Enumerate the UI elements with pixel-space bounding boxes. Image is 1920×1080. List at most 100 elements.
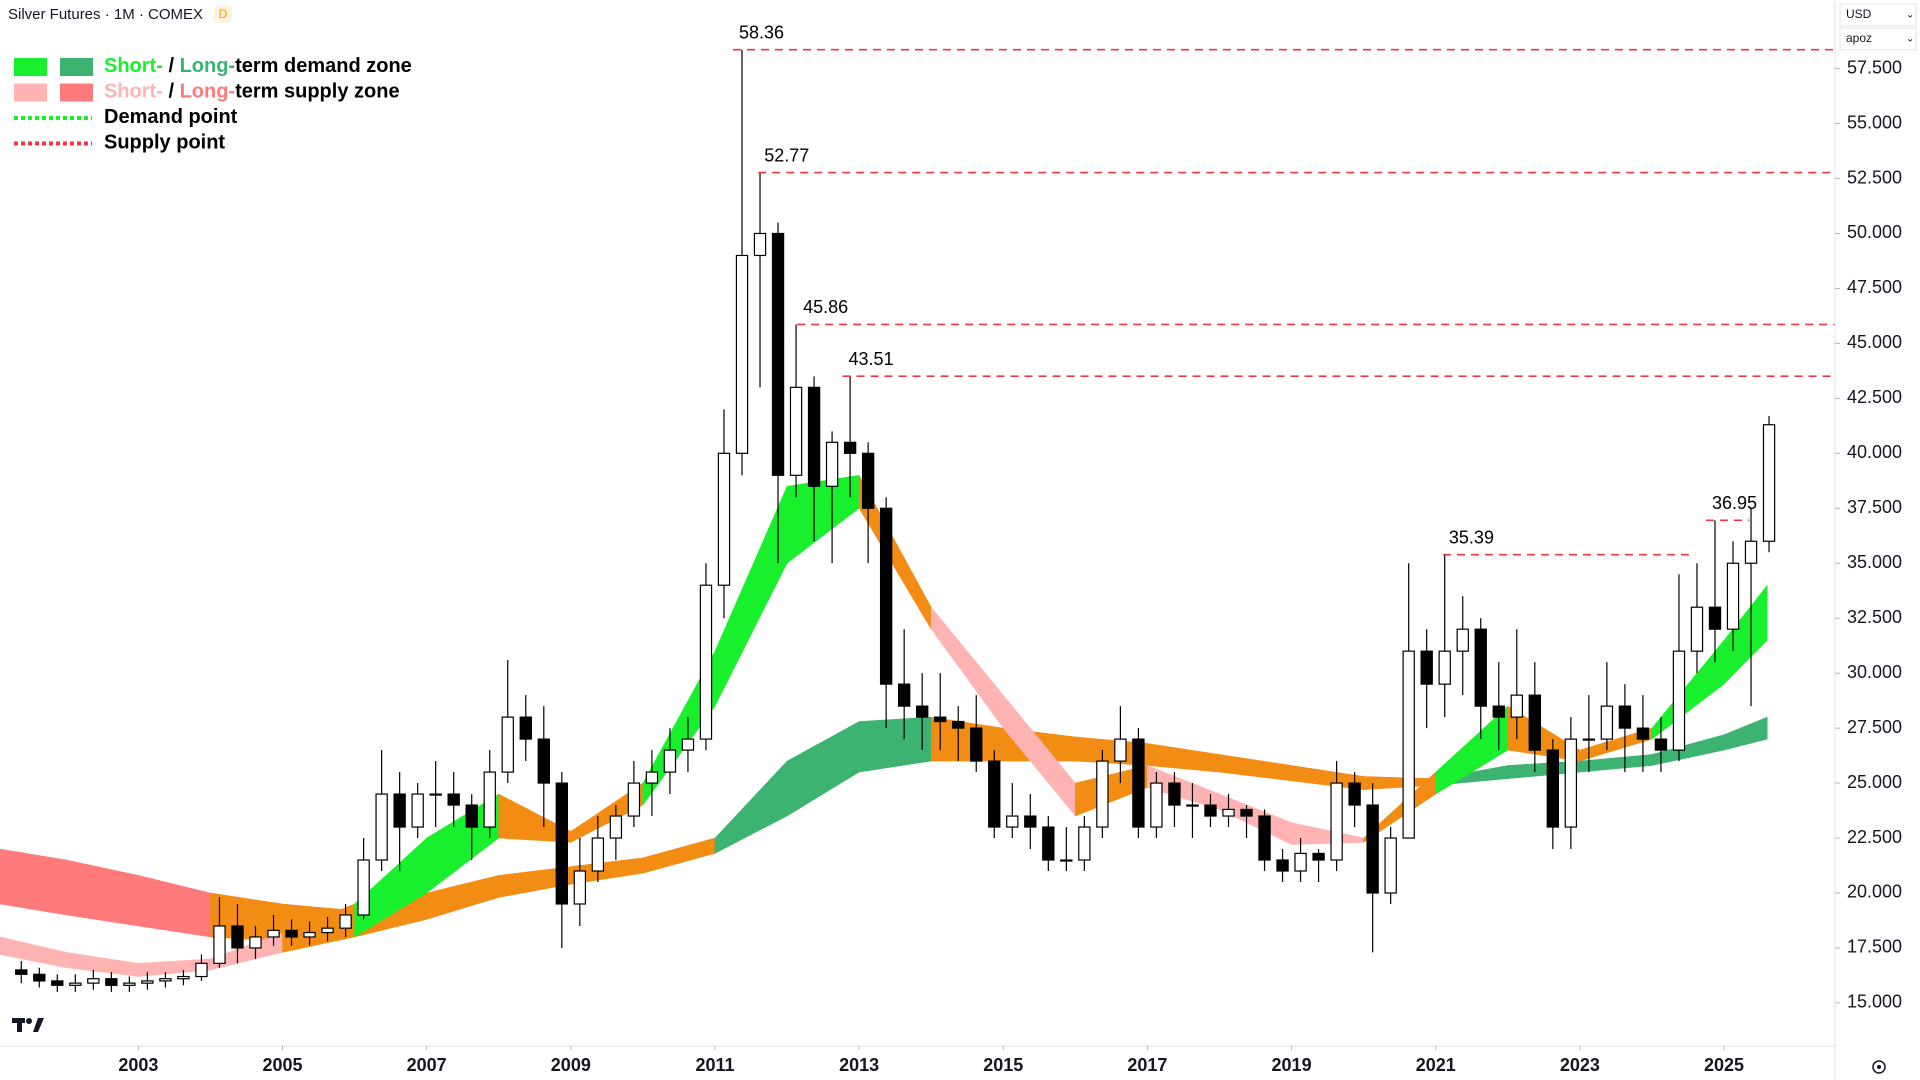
candle-body: [105, 978, 118, 986]
candle-body: [1762, 424, 1776, 542]
candle-body: [1348, 782, 1361, 806]
candle-body: [934, 716, 947, 723]
candle-body: [1384, 837, 1397, 894]
candle-body: [1600, 705, 1614, 740]
candle-body: [879, 507, 893, 685]
supply-label: 43.51: [849, 349, 894, 369]
candle-body: [627, 782, 641, 817]
candle-body: [465, 804, 478, 828]
legend-text-part: Short-: [104, 55, 163, 77]
candle-body: [1042, 826, 1055, 861]
candle-body: [1168, 782, 1181, 806]
currency-box[interactable]: [1839, 3, 1917, 27]
candle-body: [375, 793, 388, 861]
x-tick-label: 2023: [1560, 1055, 1600, 1075]
candle-body: [897, 683, 911, 707]
zone-segment: [1723, 716, 1768, 751]
legend-label: Demand point: [104, 106, 238, 128]
candle-body: [861, 452, 875, 509]
candle-body: [231, 925, 244, 949]
candle-body: [1672, 650, 1686, 751]
unit[interactable]: apoz: [1846, 31, 1872, 45]
candle-body: [645, 771, 659, 784]
supply-label: 45.86: [803, 297, 848, 317]
y-tick-label: 57.500: [1847, 57, 1902, 77]
settings-icon[interactable]: [1872, 1060, 1886, 1074]
y-tick-label: 32.500: [1847, 607, 1902, 627]
settings-dot: [1877, 1065, 1881, 1069]
x-tick-label: 2025: [1704, 1055, 1744, 1075]
y-tick-label: 47.500: [1847, 277, 1902, 297]
candle-body: [915, 705, 929, 718]
candle-body: [825, 441, 839, 487]
candle-body: [1528, 694, 1541, 751]
legend-swatch: [14, 58, 47, 76]
badge: D: [219, 7, 228, 21]
candle-body: [303, 931, 316, 938]
candle-body: [15, 969, 28, 975]
candle-body: [123, 982, 136, 986]
candle-body: [573, 870, 587, 905]
candle-body: [285, 929, 298, 938]
candle-body: [1204, 804, 1217, 817]
y-tick-label: 40.000: [1847, 442, 1902, 462]
candle-body: [735, 254, 749, 454]
legend-label: Short- / Long-term demand zone: [104, 55, 412, 77]
candle-body: [1312, 852, 1325, 861]
candle-body: [970, 727, 983, 762]
y-tick-label: 42.500: [1847, 387, 1902, 407]
legend-text-part: Long-: [180, 55, 236, 77]
candle-body: [1564, 738, 1578, 828]
candle-body: [1024, 815, 1037, 828]
candle-body: [141, 980, 154, 984]
legend-swatch: [60, 58, 93, 76]
legend-text-part: term supply zone: [235, 81, 399, 103]
candle-body: [1744, 540, 1758, 564]
candle-body: [321, 927, 334, 934]
legend-text-part: /: [163, 55, 180, 77]
x-tick-label: 2017: [1127, 1055, 1167, 1075]
unit-box[interactable]: [1839, 27, 1917, 51]
x-tick-label: 2019: [1272, 1055, 1312, 1075]
candle-body: [1618, 705, 1632, 729]
candle-body: [33, 973, 46, 982]
candle-body: [988, 760, 1001, 828]
y-tick-label: 35.000: [1847, 552, 1902, 572]
candle-body: [789, 386, 803, 476]
supply-label: 52.77: [764, 145, 809, 165]
tv-logo: [12, 1018, 44, 1032]
x-tick-label: 2021: [1416, 1055, 1456, 1075]
candle-body: [1330, 782, 1343, 861]
candle-body: [1582, 738, 1596, 741]
currency[interactable]: USD: [1846, 7, 1872, 21]
candle-body: [1546, 749, 1560, 828]
y-tick-label: 27.500: [1847, 717, 1902, 737]
candle-body: [1114, 738, 1127, 762]
candle-body: [1294, 852, 1307, 872]
candle-body: [1222, 808, 1235, 817]
candle-body: [609, 815, 623, 839]
candle-body: [1258, 815, 1271, 861]
y-tick-label: 30.000: [1847, 662, 1902, 682]
unit-arrow: ⌄: [1906, 34, 1914, 45]
zone: [0, 475, 1768, 977]
y-tick-label: 52.500: [1847, 167, 1902, 187]
legend-swatch: [60, 83, 93, 102]
y-tick-label: 22.500: [1847, 827, 1902, 847]
candle-body: [1492, 705, 1505, 718]
candle-body: [1132, 738, 1145, 828]
y-tick-label: 55.000: [1847, 112, 1902, 132]
candle-body: [1366, 804, 1379, 894]
candle-body: [555, 782, 569, 905]
legend-text-part: /: [163, 81, 180, 103]
chart-title: Silver Futures · 1M · COMEX: [8, 6, 203, 23]
candle-body: [843, 441, 857, 454]
candle-body: [807, 386, 821, 487]
plot-area: 58.36 52.77 45.86 43.51 35.39 36.95: [0, 22, 1835, 992]
candle-body: [1474, 628, 1487, 707]
currency-arrow: ⌄: [1906, 10, 1914, 21]
candle-body: [1006, 815, 1019, 828]
candle-body: [429, 793, 442, 796]
